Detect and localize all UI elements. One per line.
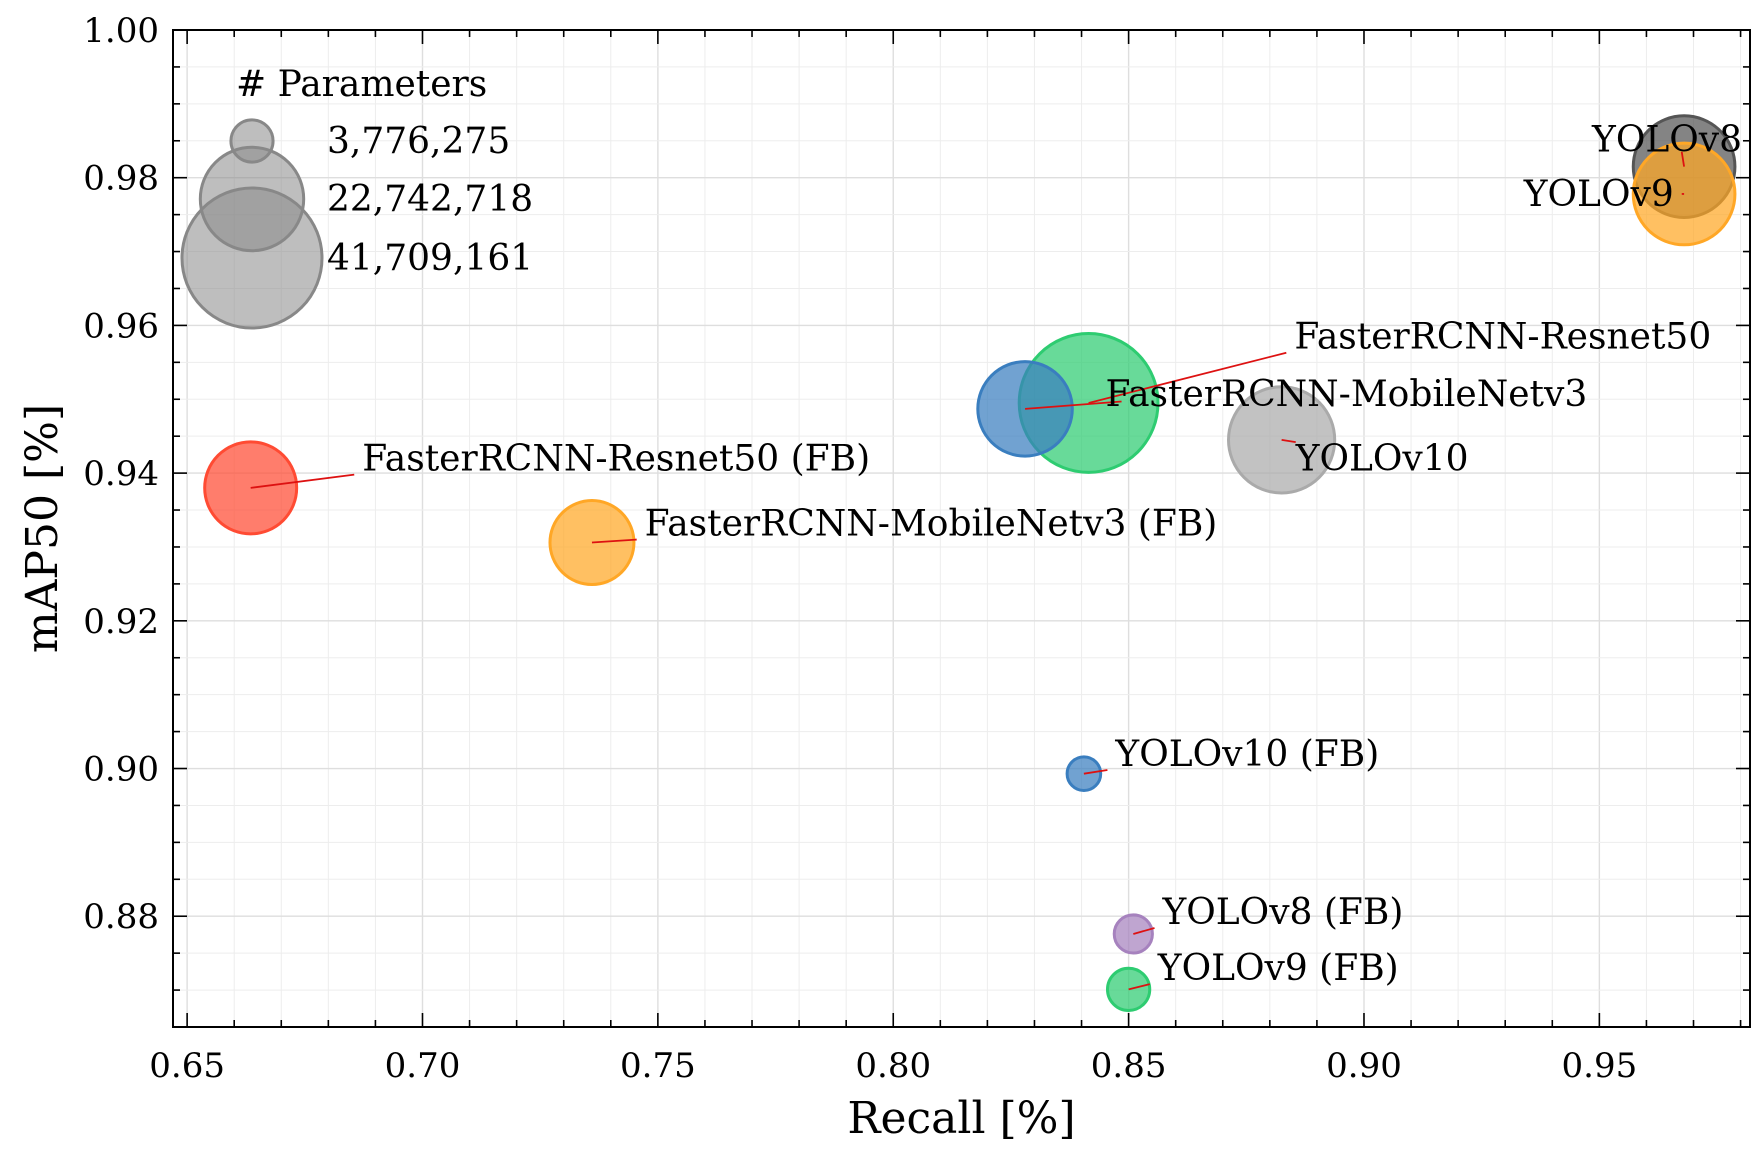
leader-lines (250, 151, 1685, 991)
point-label: FasterRCNN-Resnet50 (FB) (362, 439, 870, 480)
leader-line (1133, 927, 1155, 935)
legend-label: 22,742,718 (327, 179, 533, 220)
x-tick-label: 0.80 (855, 1046, 931, 1086)
point-label: YOLOv9 (FB) (1157, 948, 1399, 989)
y-tick-label: 0.92 (83, 602, 159, 642)
point-labels: YOLOv8 YOLOv9 FasterRCNN-Resnet50 FasterRCN… (362, 119, 1742, 989)
grid (173, 29, 1750, 1028)
y-tick-label: 0.88 (83, 897, 159, 937)
leader-line (1024, 400, 1122, 410)
point-label: FasterRCNN-MobileNetv3 (1106, 374, 1588, 415)
point-label: YOLOv8 (FB) (1162, 892, 1404, 933)
leader-line (1083, 769, 1108, 775)
legend-label: 41,709,161 (327, 238, 533, 279)
y-tick-label: 0.94 (83, 454, 159, 494)
leader-line (1680, 151, 1685, 167)
point-label: FasterRCNN-Resnet50 (1294, 317, 1711, 358)
x-axis-title: Recall [%] (847, 1093, 1075, 1144)
x-tick-label: 0.85 (1091, 1046, 1167, 1086)
legend-title: # Parameters (236, 64, 487, 105)
legend: # Parameters 3,776,275 22,742,718 41,709,1… (180, 64, 533, 330)
y-tick-label: 0.90 (83, 750, 159, 790)
point-label: YOLOv10 (1295, 438, 1469, 479)
x-tick-label: 0.90 (1326, 1046, 1402, 1086)
point-label: FasterRCNN-MobileNetv3 (FB) (645, 504, 1218, 545)
x-tick-label: 0.75 (620, 1046, 696, 1086)
y-tick-label: 0.98 (83, 159, 159, 199)
leader-line (1281, 438, 1296, 443)
x-tick-label: 0.95 (1562, 1046, 1638, 1086)
leader-line (591, 538, 637, 544)
point-label: YOLOv9 (1523, 174, 1674, 215)
point-label: YOLOv10 (FB) (1114, 734, 1379, 775)
leader-line (1128, 983, 1151, 991)
y-tick-label: 1.00 (83, 11, 159, 51)
plot-frame (172, 29, 1751, 1028)
y-axis-title: mAP50 [%] (17, 404, 68, 653)
x-tick-label: 0.65 (149, 1046, 225, 1086)
y-tick-label: 0.96 (83, 306, 159, 346)
x-tick-label: 0.70 (385, 1046, 461, 1086)
legend-bubble (180, 186, 324, 330)
ticks: 0.65 0.70 0.75 0.80 0.85 0.90 0.95 0.88 0.90 0.92… (83, 11, 1750, 1086)
point-label: YOLOv8 (1591, 119, 1742, 160)
leader-line (250, 473, 355, 489)
legend-label: 3,776,275 (327, 121, 510, 162)
leader-line (1088, 351, 1287, 404)
